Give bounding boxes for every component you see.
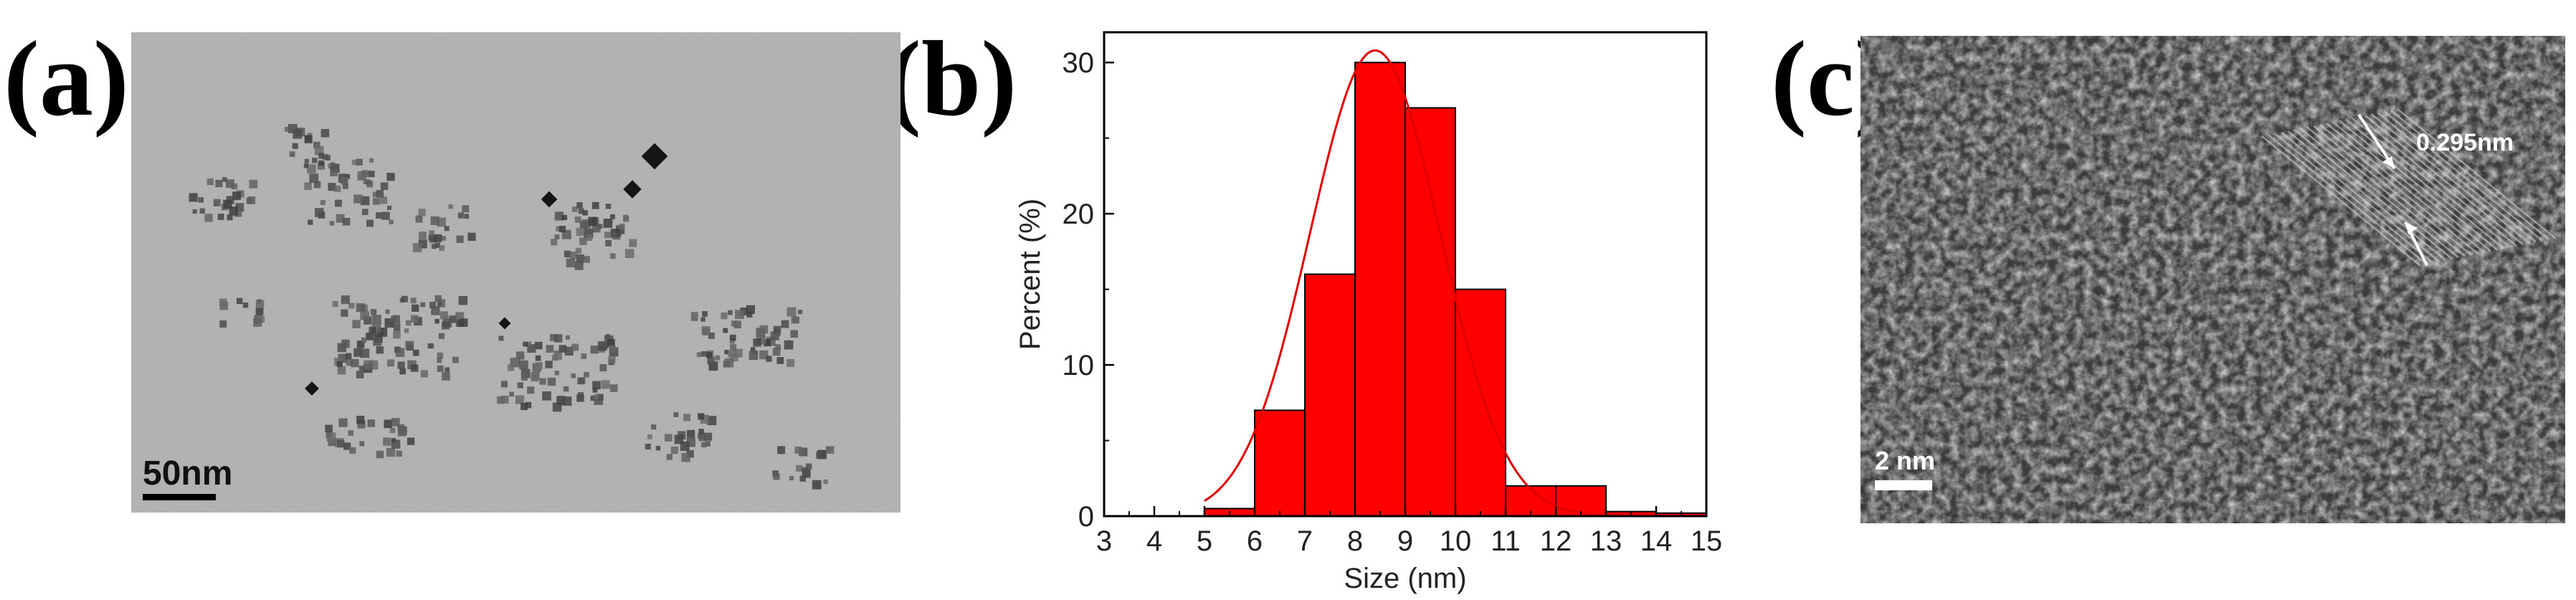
lattice-spacing-label: 0.295nm (2416, 129, 2514, 156)
x-tick-label: 6 (1247, 525, 1263, 557)
x-axis-label: Size (nm) (1344, 563, 1466, 594)
hrtem-image-c: 0.295nm 2 nm (1860, 36, 2565, 523)
scale-bar-c (1875, 480, 1932, 490)
x-tick-label: 9 (1397, 525, 1413, 557)
scale-bar-label-a: 50nm (143, 454, 233, 492)
lattice-arrows (2357, 113, 2428, 266)
x-tick-label: 12 (1540, 525, 1572, 557)
y-tick-label: 10 (1063, 350, 1095, 381)
x-tick-label: 15 (1691, 525, 1723, 557)
bar-7 (1304, 273, 1356, 517)
gaussian-fit-curve (1204, 49, 1669, 518)
bar-10 (1455, 288, 1506, 517)
y-tick-label: 30 (1063, 47, 1095, 79)
scale-bar-label-c: 2 nm (1875, 446, 1936, 475)
y-tick-label: 0 (1078, 501, 1094, 533)
x-tick-label: 14 (1640, 525, 1673, 557)
bar-9 (1405, 107, 1456, 517)
size-distribution-chart: 3 4 5 6 7 8 9 10 11 12 13 14 15 0 10 20 30 Size (nm) Perce… (1014, 31, 1723, 594)
nanoparticle-clusters (189, 123, 835, 490)
y-axis-label: Percent (%) (1014, 199, 1046, 350)
x-tick-label: 10 (1440, 525, 1472, 557)
tem-image-a: 50nm (131, 32, 900, 513)
x-tick-label: 11 (1491, 525, 1521, 557)
panel-label-b: (b) (885, 19, 1017, 138)
x-tick-label: 7 (1297, 525, 1313, 557)
bar-8 (1354, 62, 1406, 517)
y-tick-label: 20 (1063, 199, 1095, 230)
lattice-fringes (2261, 108, 2556, 266)
x-tick-label: 4 (1146, 525, 1162, 557)
x-tick-label: 8 (1347, 525, 1363, 557)
bar-12 (1555, 485, 1607, 517)
x-tick-label: 5 (1197, 525, 1212, 557)
panel-label-a: (a) (4, 19, 129, 138)
x-tick-label: 13 (1590, 525, 1622, 557)
x-tick-label: 3 (1096, 525, 1112, 557)
scale-bar-a (143, 494, 216, 500)
bar-6 (1254, 409, 1306, 517)
